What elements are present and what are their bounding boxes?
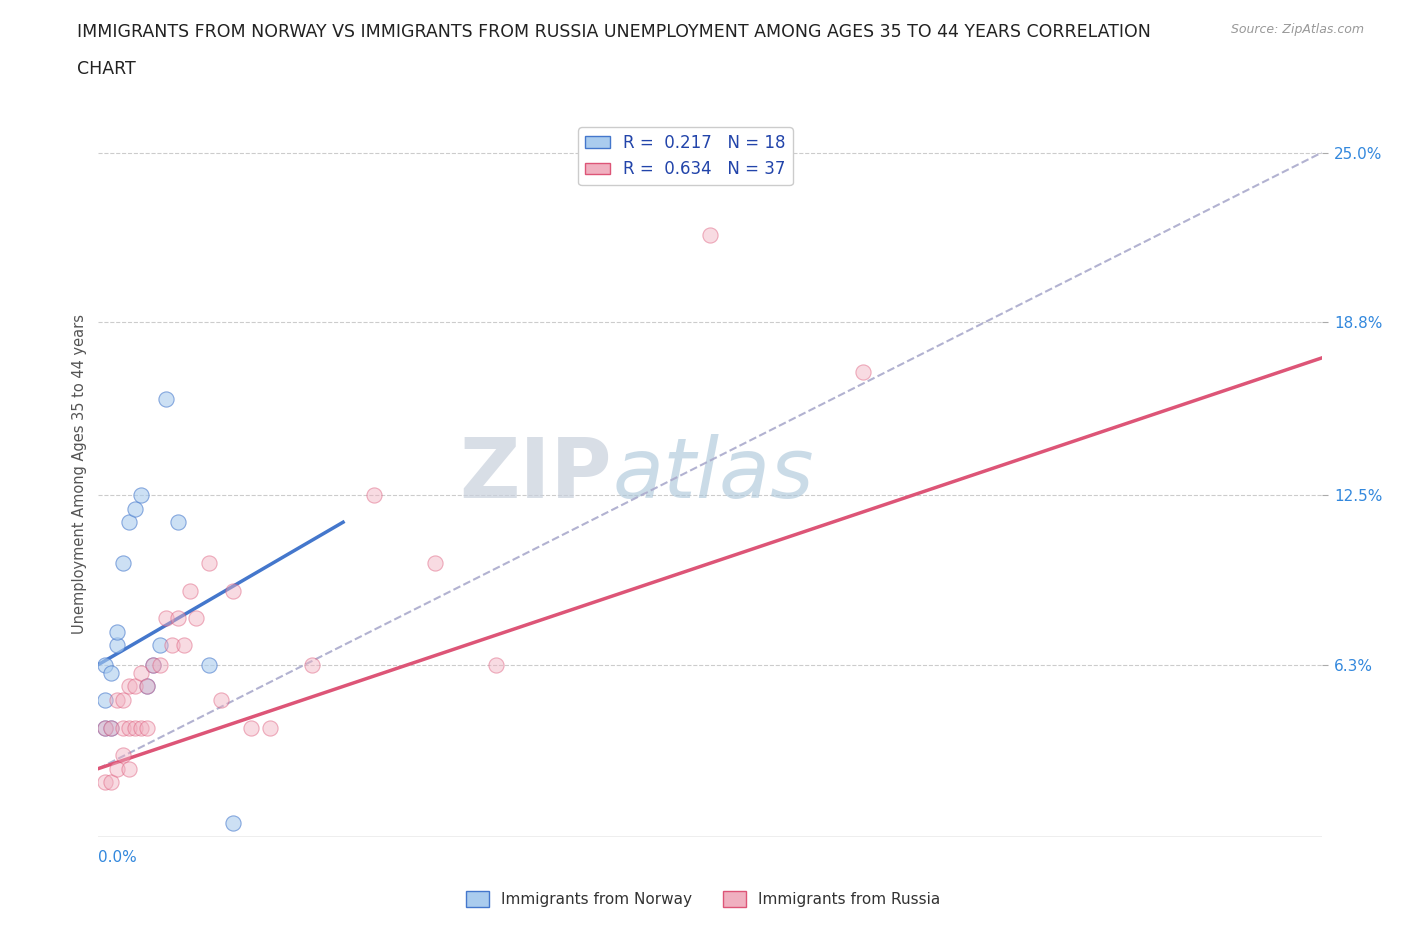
Point (167, 611, 190, 626)
Point (301, 658, 323, 672)
Legend: R =  0.217   N = 18, R =  0.634   N = 37: R = 0.217 N = 18, R = 0.634 N = 37 (578, 127, 793, 185)
Point (105, 638, 128, 653)
Point (93, 658, 115, 672)
Text: IMMIGRANTS FROM NORWAY VS IMMIGRANTS FROM RUSSIA UNEMPLOYMENT AMONG AGES 35 TO 4: IMMIGRANTS FROM NORWAY VS IMMIGRANTS FRO… (77, 23, 1152, 41)
Text: atlas: atlas (612, 433, 814, 515)
Point (124, 720, 146, 735)
Point (699, 227, 721, 242)
Point (852, 365, 875, 379)
Y-axis label: Unemployment Among Ages 35 to 44 years: Unemployment Among Ages 35 to 44 years (72, 314, 87, 634)
Point (142, 658, 165, 672)
Point (111, 693, 134, 708)
Point (155, 611, 177, 626)
Text: Source: ZipAtlas.com: Source: ZipAtlas.com (1230, 23, 1364, 36)
Point (155, 392, 177, 406)
Point (197, 658, 219, 672)
Point (209, 693, 232, 708)
Point (222, 816, 245, 830)
Point (149, 638, 172, 653)
Point (240, 720, 263, 735)
Point (129, 487, 152, 502)
Point (100, 720, 122, 735)
Point (423, 556, 446, 571)
Point (167, 515, 190, 530)
Point (222, 583, 245, 598)
Point (173, 638, 195, 653)
Point (111, 556, 134, 571)
Point (93, 720, 115, 735)
Point (118, 679, 141, 694)
Point (136, 679, 159, 694)
Point (160, 638, 183, 653)
Point (186, 611, 208, 626)
Point (100, 665, 122, 680)
Text: ZIP: ZIP (460, 433, 612, 515)
Point (136, 679, 159, 694)
Point (93, 775, 115, 790)
Point (363, 487, 385, 502)
Point (118, 761, 141, 776)
Point (93, 693, 115, 708)
Point (118, 515, 141, 530)
Point (149, 658, 172, 672)
Point (100, 720, 122, 735)
Point (105, 624, 128, 639)
Point (179, 583, 201, 598)
Point (124, 679, 146, 694)
Point (111, 748, 134, 763)
Point (129, 665, 152, 680)
Point (105, 761, 128, 776)
Point (142, 658, 165, 672)
Point (111, 720, 134, 735)
Point (118, 720, 141, 735)
Point (93, 720, 115, 735)
Point (129, 720, 152, 735)
Point (124, 501, 146, 516)
Legend: Immigrants from Norway, Immigrants from Russia: Immigrants from Norway, Immigrants from … (460, 884, 946, 913)
Point (485, 658, 508, 672)
Point (259, 720, 281, 735)
Text: 0.0%: 0.0% (98, 850, 138, 865)
Text: CHART: CHART (77, 60, 136, 78)
Point (100, 775, 122, 790)
Point (197, 556, 219, 571)
Point (136, 720, 159, 735)
Point (105, 693, 128, 708)
